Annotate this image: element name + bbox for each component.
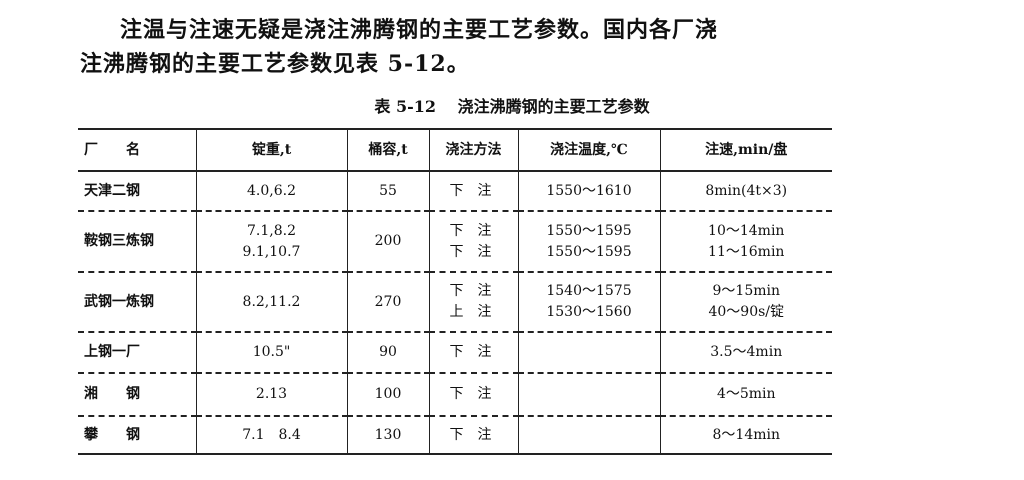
cell-plant: 湘 钢 <box>78 373 196 416</box>
cell-plant-line: 鞍钢三炼钢 <box>84 233 154 249</box>
cell-method: 下注 上注 <box>428 272 518 332</box>
header-ladle-capacity: 桶容,t <box>346 129 429 171</box>
table-row: 鞍钢三炼钢 7.1,8.2 9.1,10.7 200 下注 下注 1550～1595 1550… <box>78 211 832 272</box>
cell-method-line: 上注 <box>449 304 506 320</box>
cell-ingot-weight: 7.1 8.4 <box>195 416 347 454</box>
cell-ladle-capacity: 100 <box>346 373 429 416</box>
cell-plant: 攀 钢 <box>78 416 196 454</box>
cell-plant: 天津二钢 <box>78 171 196 211</box>
cell-speed-line: 4～5min <box>716 386 776 402</box>
cell-speed: 8min(4t×3) <box>659 171 832 211</box>
header-method: 浇注方法 <box>428 129 518 171</box>
cell-ingot-weight-line: 10.5" <box>252 344 291 360</box>
cell-plant: 鞍钢三炼钢 <box>78 211 196 272</box>
cell-speed-line: 10～14min <box>708 222 785 239</box>
cell-method-line: 下注 <box>449 182 506 199</box>
cell-ingot-weight-line: 4.0,6.2 <box>247 182 296 199</box>
cell-speed: 10～14min 11～16min <box>659 211 832 272</box>
cell-plant: 上钢一厂 <box>78 332 196 373</box>
cell-method-line: 下注 <box>449 222 506 239</box>
cell-method: 下注 下注 <box>428 211 518 272</box>
cell-ladle-capacity-line: 100 <box>374 386 402 402</box>
cell-temperature <box>517 332 660 373</box>
cell-temperature: 1540～1575 1530～1560 <box>517 272 660 332</box>
cell-ladle-capacity: 200 <box>346 211 429 272</box>
cell-method-line: 下注 <box>449 243 506 260</box>
cell-temperature-line: 1550～1610 <box>546 182 632 199</box>
table-title: 浇注沸腾钢的主要工艺参数 <box>457 97 650 116</box>
cell-plant-line: 湘 钢 <box>84 386 140 402</box>
cell-temperature-line: 1540～1575 <box>546 283 632 299</box>
cell-temperature <box>517 373 660 416</box>
cell-speed: 8～14min <box>659 416 832 454</box>
cell-ladle-capacity-line: 130 <box>374 426 402 443</box>
header-speed: 注速,min/盘 <box>659 129 832 171</box>
table-row: 武钢一炼钢 8.2,11.2 270 下注上注 1540～1575 1530～1560 9～… <box>78 272 832 332</box>
cell-method-line: 下注 <box>449 283 506 299</box>
cell-speed: 3.5～4min <box>659 332 832 373</box>
cell-method: 下注 <box>428 171 518 211</box>
cell-plant: 武钢一炼钢 <box>78 272 196 332</box>
table-row: 上钢一厂 10.5" 90 下注 3.5～4min <box>78 332 832 373</box>
header-ingot-weight: 锭重,t <box>195 129 347 171</box>
cell-ingot-weight: 8.2,11.2 <box>195 272 347 332</box>
cell-method-line: 下注 <box>449 344 506 360</box>
cell-method: 下注 <box>428 416 518 454</box>
cell-speed-line: 8min(4t×3) <box>705 182 788 199</box>
cell-temperature <box>517 416 660 454</box>
cell-ingot-weight-line: 9.1,10.7 <box>242 243 301 260</box>
cell-ladle-capacity-line: 270 <box>374 293 402 310</box>
cell-temperature-line: 1550～1595 <box>546 222 632 239</box>
cell-temperature: 1550～1610 <box>517 171 660 211</box>
cell-ladle-capacity: 55 <box>346 171 429 211</box>
cell-plant-line: 武钢一炼钢 <box>84 293 154 310</box>
cell-ingot-weight-line: 7.1,8.2 <box>247 222 296 239</box>
table-caption: 表 5-12 浇注沸腾钢的主要工艺参数 <box>0 93 1024 117</box>
cell-ingot-weight: 2.13 <box>195 373 347 416</box>
paragraph-line-1: 注温与注速无疑是浇注沸腾钢的主要工艺参数。国内各厂浇 <box>120 17 719 43</box>
cell-ingot-weight-line: 8.2,11.2 <box>242 293 301 310</box>
cell-speed-line: 11～16min <box>708 243 785 260</box>
cell-ladle-capacity-line: 55 <box>379 182 397 199</box>
header-plant: 厂 名 <box>84 141 140 158</box>
cell-ingot-weight: 4.0,6.2 <box>195 171 347 211</box>
cell-method: 下注 <box>428 373 518 416</box>
cell-temperature: 1550～1595 1550～1595 <box>517 211 660 272</box>
table-header-row: 厂 名 锭重,t 桶容,t 浇注方法 浇注温度,℃ 注速,min/盘 <box>78 129 832 171</box>
cell-ingot-weight: 10.5" <box>195 332 347 373</box>
cell-ladle-capacity: 90 <box>346 332 429 373</box>
cell-temperature-line: 1530～1560 <box>546 304 632 320</box>
cell-plant-line: 攀 钢 <box>84 426 140 443</box>
table-row: 湘 钢 2.13 100 下注 4～5min <box>78 373 832 416</box>
cell-speed: 9～15min 40～90s/锭 <box>659 272 832 332</box>
cell-speed-line: 9～15min <box>712 283 781 299</box>
cell-ladle-capacity-line: 200 <box>374 233 402 249</box>
cell-plant-line: 上钢一厂 <box>84 344 140 360</box>
cell-method-line: 下注 <box>449 426 506 443</box>
cell-speed-line: 8～14min <box>712 426 781 443</box>
cell-ladle-capacity-line: 90 <box>379 344 397 360</box>
cell-ladle-capacity: 130 <box>346 416 429 454</box>
cell-ingot-weight-line: 7.1 8.4 <box>242 426 301 443</box>
cell-method: 下注 <box>428 332 518 373</box>
cell-speed: 4～5min <box>659 373 832 416</box>
cell-ladle-capacity: 270 <box>346 272 429 332</box>
table-row: 天津二钢 4.0,6.2 55 下注 1550～1610 8min(4t×3) <box>78 171 832 211</box>
cell-speed-line: 40～90s/锭 <box>708 304 785 320</box>
cell-speed-line: 3.5～4min <box>710 344 783 360</box>
cell-ingot-weight-line: 2.13 <box>255 386 288 402</box>
paragraph-line-2: 注沸腾钢的主要工艺参数见表 5-12。 <box>80 51 470 77</box>
table-number: 表 5-12 <box>374 97 437 116</box>
cell-method-line: 下注 <box>449 386 506 402</box>
table-row: 攀 钢 7.1 8.4 130 下注 8～14min <box>78 416 832 454</box>
cell-plant-line: 天津二钢 <box>84 182 140 199</box>
header-temperature: 浇注温度,℃ <box>517 129 660 171</box>
cell-ingot-weight: 7.1,8.2 9.1,10.7 <box>195 211 347 272</box>
cell-temperature-line: 1550～1595 <box>546 243 632 260</box>
process-parameters-table: 厂 名 锭重,t 桶容,t 浇注方法 浇注温度,℃ 注速,min/盘 天津二钢 4… <box>78 128 832 455</box>
